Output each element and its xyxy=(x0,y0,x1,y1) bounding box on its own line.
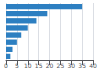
svg-text:30: 30 xyxy=(67,62,75,69)
svg-text:5: 5 xyxy=(15,62,19,69)
svg-text:10: 10 xyxy=(24,62,32,69)
svg-text:15: 15 xyxy=(35,62,43,69)
svg-text:35: 35 xyxy=(78,62,86,69)
svg-text:20: 20 xyxy=(46,62,54,69)
svg-text:40: 40 xyxy=(89,62,97,69)
svg-text:0: 0 xyxy=(4,62,8,69)
svg-text:25: 25 xyxy=(57,62,65,69)
